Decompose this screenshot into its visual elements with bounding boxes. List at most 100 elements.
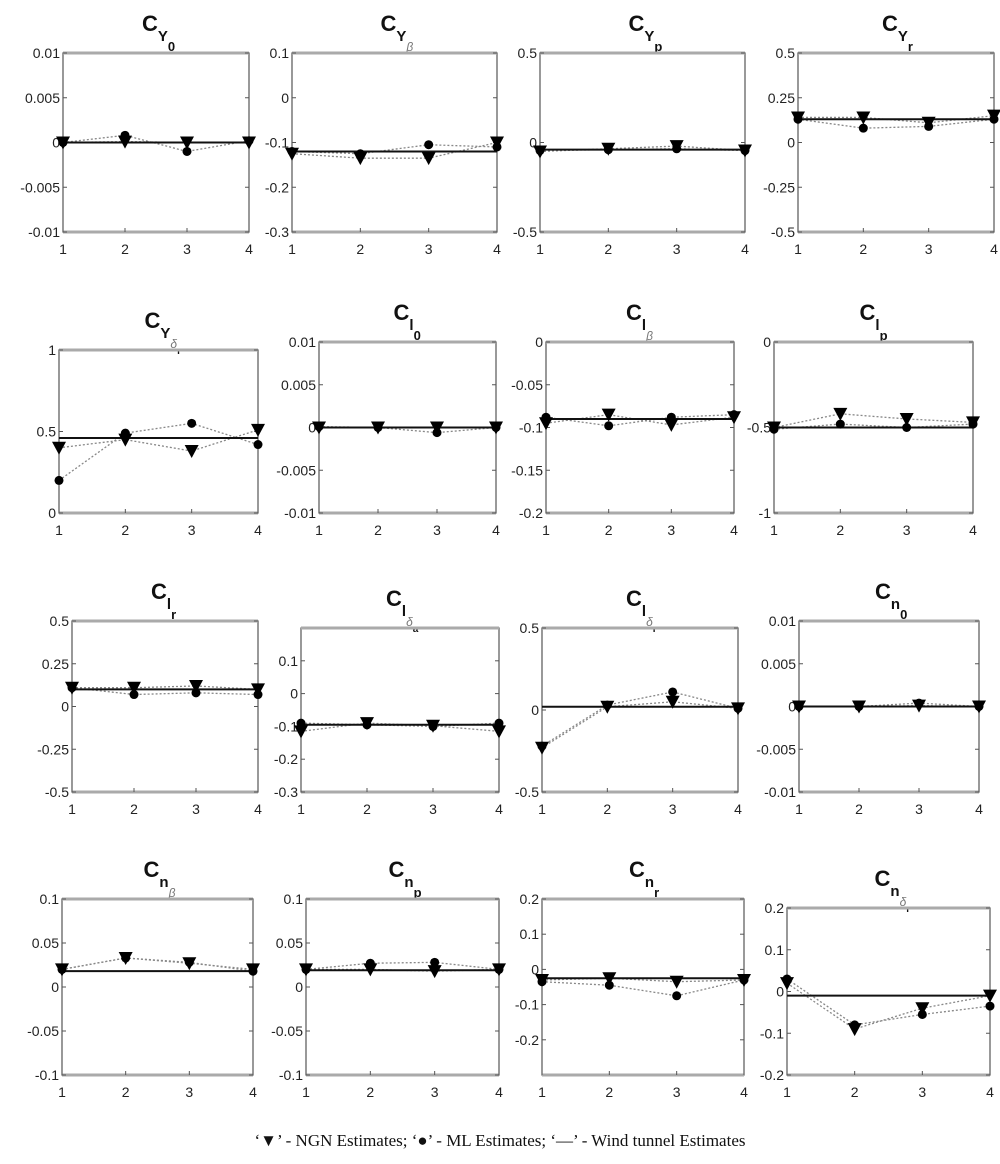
title-subsub: r	[654, 885, 659, 900]
ngn-estimate-point	[602, 972, 617, 986]
ml-estimate-point	[854, 702, 864, 711]
y-tick-label: 0	[308, 420, 316, 436]
ngn-estimate-point	[833, 407, 848, 421]
y-tick-label: 0	[61, 699, 69, 715]
subplot-title: Clβ	[626, 300, 653, 343]
ml-estimate-point	[287, 146, 297, 156]
ngn-estimate-point	[118, 135, 132, 149]
title-main: C	[381, 11, 397, 36]
title-subsub: 0	[168, 39, 175, 54]
y-tick-label: 1	[48, 342, 56, 358]
ml-estimate-point	[129, 690, 139, 700]
x-tick-label: 2	[356, 241, 364, 257]
y-tick-label: -0.01	[28, 224, 60, 240]
x-tick-label: 3	[188, 522, 196, 538]
title-sub: l	[642, 317, 646, 334]
title-sub: n	[890, 883, 899, 900]
y-tick-label: 0	[48, 505, 56, 521]
x-tick-label: 2	[121, 241, 129, 257]
ml-estimate-point	[858, 123, 868, 133]
ml-estimate-point	[794, 702, 804, 711]
series-line	[58, 422, 259, 481]
series-line	[786, 982, 991, 1030]
ml-estimate-point	[182, 146, 192, 156]
y-tick-label: -0.005	[756, 741, 796, 757]
x-tick-label: 2	[605, 522, 613, 538]
subplot-title: Cl0	[394, 300, 421, 343]
ml-estimate-point	[120, 428, 130, 438]
y-tick-label: -0.005	[276, 462, 316, 478]
y-tick-label: -0.1	[760, 1025, 784, 1041]
y-tick-label: 0.1	[520, 926, 540, 942]
ml-estimate-point	[541, 412, 551, 422]
y-tick-label: 0	[535, 334, 543, 350]
y-tick-label: -0.1	[279, 1067, 303, 1083]
x-tick-label: 3	[192, 801, 200, 817]
x-tick-label: 1	[542, 522, 550, 538]
subplot: Cnβ -0.1 -0.05 0 0.05 0.1 1 2 3 4	[27, 857, 260, 1100]
ngn-estimate-point	[899, 412, 914, 426]
ml-estimate-point	[672, 991, 682, 1001]
title-sub: Y	[396, 28, 406, 45]
x-tick-label: 1	[794, 241, 802, 257]
title-sub: Y	[644, 28, 654, 45]
ml-estimate-point	[187, 418, 197, 428]
ngn-estimate-point	[118, 433, 133, 447]
axes-box	[541, 627, 739, 793]
ml-estimate-point	[603, 145, 613, 155]
x-tick-label: 3	[925, 241, 933, 257]
ml-estimate-point	[604, 421, 614, 431]
x-tick-label: 2	[851, 1084, 859, 1100]
axes-box	[71, 620, 259, 793]
y-tick-label: 0	[51, 979, 59, 995]
x-tick-label: 3	[429, 801, 437, 817]
ml-estimate-point	[740, 146, 750, 156]
y-tick-label: 0	[529, 135, 537, 151]
axes-box	[291, 52, 498, 233]
subplot-title: Clr	[151, 579, 176, 622]
title-main: C	[386, 586, 402, 611]
x-tick-label: 4	[254, 801, 262, 817]
ngn-estimate-point	[983, 989, 997, 1003]
y-tick-label: 0.5	[520, 620, 540, 636]
title-main: C	[882, 11, 898, 36]
x-tick-label: 1	[58, 1084, 66, 1100]
ml-estimate-point	[769, 424, 779, 434]
ml-estimate-point	[985, 1001, 995, 1011]
x-tick-label: 3	[183, 241, 191, 257]
y-tick-label: -0.2	[519, 505, 543, 521]
ngn-estimate-point	[184, 445, 199, 459]
x-tick-label: 3	[433, 522, 441, 538]
ml-estimate-point	[974, 702, 984, 711]
y-tick-label: -0.3	[274, 784, 298, 800]
subplot: CYp -0.5 0 0.5 1 2 3 4	[513, 11, 752, 257]
y-tick-label: 0.5	[518, 45, 538, 61]
ml-estimate-point	[424, 140, 434, 150]
ml-estimate-point	[184, 957, 194, 967]
title-sub: l	[642, 603, 646, 620]
title-sub: n	[159, 874, 168, 891]
title-main: C	[626, 586, 642, 611]
title-subsub: 0	[900, 607, 907, 622]
y-tick-label: 0.25	[768, 90, 795, 106]
ngn-estimate-point	[251, 423, 265, 437]
y-tick-label: 0.25	[42, 656, 69, 672]
ml-estimate-point	[793, 114, 803, 124]
ml-estimate-point	[729, 410, 739, 420]
x-tick-label: 3	[431, 1084, 439, 1100]
subplot: Clp -1 -0.5 0 1 2 3 4	[747, 300, 980, 538]
ml-estimate-point	[430, 957, 440, 967]
y-tick-label: 0.1	[279, 653, 299, 669]
title-subsub: β	[168, 886, 176, 900]
ml-estimate-point	[58, 138, 68, 147]
axes-box	[545, 341, 735, 514]
subplot-title: Cnr	[629, 857, 659, 900]
x-tick-label: 3	[667, 522, 675, 538]
ml-estimate-point	[917, 1009, 927, 1019]
title-subsub: β	[645, 329, 653, 343]
x-tick-label: 4	[492, 522, 500, 538]
y-tick-label: -0.5	[771, 224, 795, 240]
x-tick-label: 3	[673, 1084, 681, 1100]
series-line	[797, 118, 995, 129]
